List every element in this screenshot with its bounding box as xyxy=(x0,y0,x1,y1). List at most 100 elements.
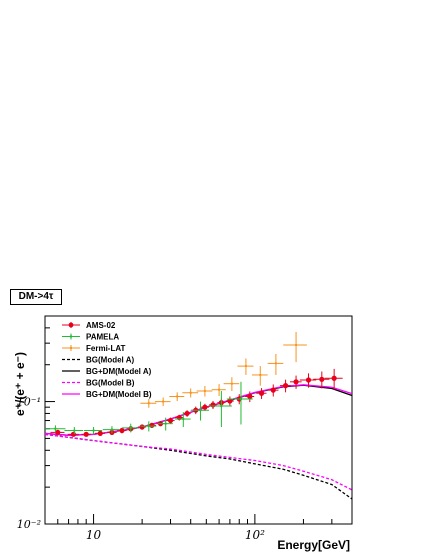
data-point xyxy=(183,410,191,417)
data-point xyxy=(283,332,307,363)
plot-frame xyxy=(44,315,353,525)
curve-bg-model-a- xyxy=(44,433,353,500)
marker xyxy=(70,431,77,437)
data-point xyxy=(102,426,121,434)
curve-bg-model-b- xyxy=(44,433,353,491)
marker xyxy=(258,390,265,396)
data-point xyxy=(182,388,199,398)
x-axis-label: Energy[GeV] xyxy=(277,538,350,552)
legend-entry: PAMELA xyxy=(62,333,119,342)
model-curves xyxy=(44,384,353,500)
data-point xyxy=(226,381,253,425)
data-point xyxy=(289,375,302,389)
model-tag: DM->4τ xyxy=(10,289,62,305)
data-point xyxy=(245,391,255,403)
data-point xyxy=(140,421,157,432)
marker xyxy=(184,410,190,417)
marker xyxy=(55,429,61,436)
data-point xyxy=(94,430,106,436)
data-point xyxy=(45,425,66,433)
data-point xyxy=(252,366,268,386)
legend: AMS-02 PAMELA Fermi-LAT BG(Model A) BG+DM(Mo… xyxy=(62,321,152,399)
data-point xyxy=(67,431,79,437)
legend-label: Fermi-LAT xyxy=(86,344,126,353)
legend-marker xyxy=(69,335,73,338)
marker xyxy=(227,398,233,404)
marker xyxy=(97,430,103,436)
marker xyxy=(147,401,150,405)
marker xyxy=(220,404,223,408)
legend-label: BG+DM(Model B) xyxy=(86,390,152,399)
marker xyxy=(293,379,299,385)
data-point xyxy=(279,379,291,393)
legend-entry: BG(Model B) xyxy=(62,379,135,388)
y-axis-label: e⁺/(e⁺ + e⁻) xyxy=(13,352,27,416)
marker xyxy=(149,422,155,428)
marker xyxy=(92,429,95,432)
data-point xyxy=(154,397,171,407)
marker xyxy=(182,417,185,421)
data-point xyxy=(64,426,83,435)
marker xyxy=(176,395,179,398)
data-point xyxy=(117,427,127,434)
data-point xyxy=(267,353,284,375)
legend-marker xyxy=(69,346,73,350)
legend-entry: AMS-02 xyxy=(62,321,116,330)
data-point xyxy=(313,371,330,389)
legend-entry: Fermi-LAT xyxy=(62,344,126,353)
data-point xyxy=(209,391,232,427)
data-point xyxy=(237,358,254,375)
y-tick-label: 10⁻² xyxy=(17,518,41,531)
data-point xyxy=(200,403,210,411)
marker xyxy=(270,387,276,393)
data-point xyxy=(225,396,234,407)
marker xyxy=(239,397,243,401)
data-point xyxy=(121,423,139,433)
data-point xyxy=(137,424,147,430)
legend-entry: BG(Model A) xyxy=(62,356,134,365)
legend-label: PAMELA xyxy=(86,333,119,342)
legend-label: BG(Model A) xyxy=(86,356,134,365)
data-point xyxy=(50,429,65,436)
marker xyxy=(167,417,174,424)
marker xyxy=(189,391,192,394)
marker xyxy=(110,428,114,431)
marker xyxy=(199,409,202,412)
marker xyxy=(119,427,125,434)
data-point xyxy=(209,401,217,409)
marker xyxy=(217,388,221,391)
marker xyxy=(259,373,262,377)
data-point xyxy=(256,388,267,399)
x-tick-label: 10² xyxy=(245,528,265,542)
marker xyxy=(305,377,312,383)
data-point xyxy=(169,392,185,402)
marker xyxy=(319,376,325,382)
legend-entry: BG+DM(Model A) xyxy=(62,367,152,376)
x-tick-label: 10 xyxy=(86,528,102,542)
marker xyxy=(164,422,167,425)
data-point xyxy=(157,417,173,431)
marker xyxy=(244,364,248,368)
marker xyxy=(129,426,132,430)
data-point xyxy=(190,401,210,421)
marker xyxy=(83,431,89,437)
data-point xyxy=(267,384,279,397)
data-point xyxy=(196,386,213,397)
data-point xyxy=(223,377,240,392)
marker xyxy=(294,343,298,347)
marker xyxy=(230,382,234,385)
legend-entry: BG+DM(Model B) xyxy=(62,390,152,399)
marker xyxy=(161,400,165,403)
marker xyxy=(274,362,278,365)
marker xyxy=(210,402,216,408)
y-tick-label: 10⁻¹ xyxy=(17,396,41,409)
marker xyxy=(331,375,337,381)
marker xyxy=(73,429,76,432)
legend-label: BG+DM(Model A) xyxy=(86,367,152,376)
legend-label: BG(Model B) xyxy=(86,379,135,388)
data-point xyxy=(324,368,343,390)
marker xyxy=(147,424,150,428)
data-points xyxy=(45,332,343,437)
marker xyxy=(203,389,207,393)
